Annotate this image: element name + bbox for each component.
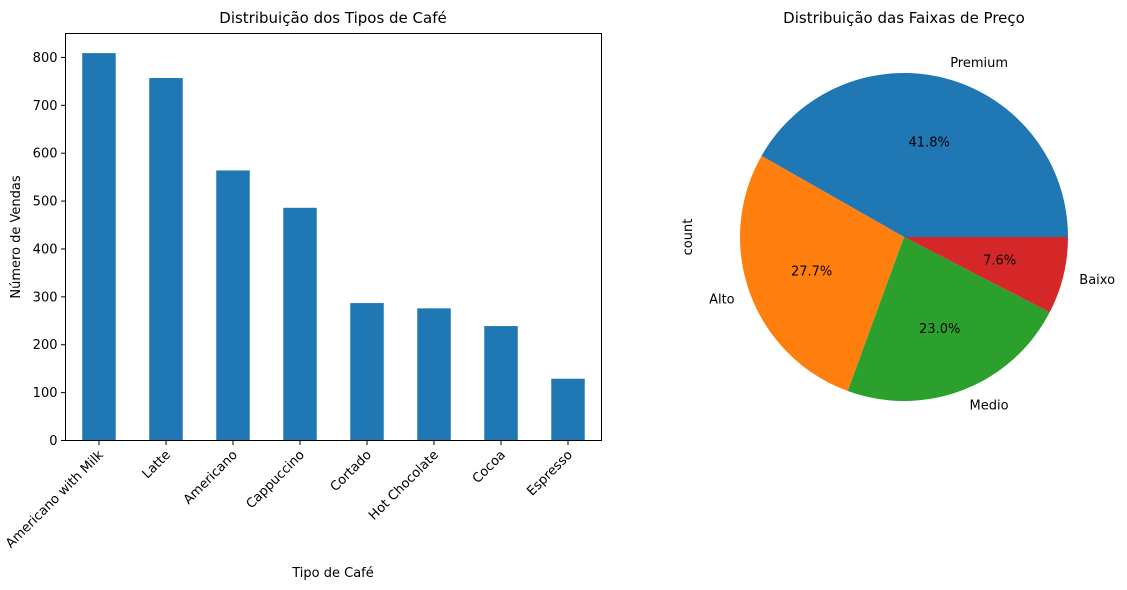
bar-x-tick-label: Espresso [524, 448, 576, 500]
bar-y-tick-label: 800 [33, 51, 58, 66]
pie-percent-label: 23.0% [919, 322, 960, 337]
bar-y-tick-label: 0 [49, 434, 57, 449]
bar-x-tick-label: Cocoa [470, 448, 509, 487]
bar [551, 378, 585, 441]
bar-y-tick-label: 300 [33, 290, 58, 305]
pie-category-label: Baixo [1079, 273, 1115, 288]
pie-percent-label: 7.6% [983, 254, 1016, 269]
bar-x-tick-label: Latte [140, 448, 174, 482]
pie-slices [739, 73, 1068, 402]
bar-y-ticks: 0 100 200 300 400 500 600 700 800 [33, 51, 66, 449]
bar-y-axis-label: Número de Vendas [9, 175, 24, 298]
bar-y-tick-label: 400 [33, 242, 58, 257]
pie-category-label: Alto [709, 293, 735, 308]
pie-chart: Distribuição das Faixas de Preço count 4… [681, 9, 1115, 414]
bar-y-tick-label: 200 [33, 338, 58, 353]
bar-x-tick-label: Hot Chocolate [366, 448, 442, 524]
bar-x-ticks: Americano with Milk Latte Americano Cappucc… [3, 440, 576, 551]
pie-slice [739, 155, 904, 392]
pie-chart-title: Distribuição das Faixas de Preço [783, 9, 1025, 27]
bar-y-tick-label: 600 [33, 147, 58, 162]
bar [417, 308, 451, 441]
bar [216, 170, 250, 441]
bar-series [82, 53, 585, 441]
bar-y-tick-label: 500 [33, 195, 58, 210]
pie-category-label: Premium [950, 56, 1008, 71]
bar-x-tick-label: Cappuccino [244, 448, 308, 512]
bar-x-axis-label: Tipo de Café [291, 566, 374, 581]
bar-chart: Distribuição dos Tipos de Café 0 100 200 30… [3, 9, 602, 581]
bar-plot-frame [65, 33, 602, 441]
pie-percent-label: 27.7% [791, 264, 832, 279]
bar [283, 207, 317, 441]
bar-y-tick-label: 100 [33, 386, 58, 401]
pie-category-label: Medio [970, 399, 1009, 414]
bar-x-tick-label: Cortado [328, 448, 375, 495]
pie-labels: 41.8% Premium 27.7% Alto 23.0% Medio 7.6% Baixo [709, 56, 1115, 413]
bar [82, 53, 116, 441]
bar-chart-title: Distribuição dos Tipos de Café [219, 9, 446, 27]
bar [350, 303, 384, 441]
bar [484, 326, 518, 441]
pie-slice [847, 237, 1050, 402]
pie-slice [904, 237, 1068, 313]
bar [149, 78, 183, 441]
pie-y-axis-label: count [681, 219, 696, 256]
bar-x-tick-label: Americano with Milk [3, 447, 107, 551]
pie-slice [761, 73, 1068, 237]
bar-y-tick-label: 700 [33, 99, 58, 114]
bar-x-tick-label: Americano [181, 448, 241, 508]
pie-percent-label: 41.8% [909, 135, 950, 150]
